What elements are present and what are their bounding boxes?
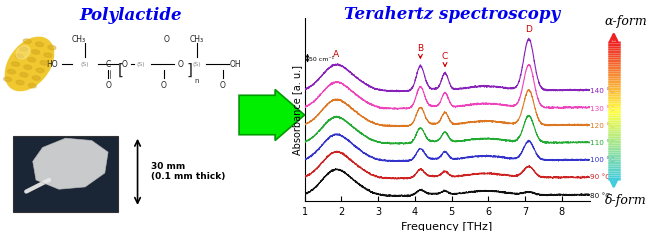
- Text: 90 °C: 90 °C: [590, 173, 610, 179]
- Ellipse shape: [20, 73, 28, 78]
- Text: 50 cm⁻¹: 50 cm⁻¹: [309, 56, 335, 61]
- Text: O: O: [164, 35, 170, 44]
- Text: CH₃: CH₃: [71, 35, 86, 44]
- Y-axis label: Absorbance [a. u.]: Absorbance [a. u.]: [291, 65, 302, 155]
- Text: D: D: [525, 25, 533, 34]
- Text: 80 °C: 80 °C: [590, 192, 610, 198]
- X-axis label: Frequency [THz]: Frequency [THz]: [402, 221, 493, 231]
- Text: A: A: [333, 50, 339, 59]
- Text: 110 °C: 110 °C: [590, 140, 615, 146]
- Ellipse shape: [8, 70, 16, 75]
- Text: Polylactide: Polylactide: [80, 7, 182, 24]
- Text: Terahertz spectroscopy: Terahertz spectroscopy: [344, 6, 560, 23]
- Ellipse shape: [16, 55, 24, 59]
- FancyBboxPatch shape: [13, 136, 118, 213]
- Text: B: B: [417, 44, 423, 52]
- Text: 100 °C: 100 °C: [590, 157, 615, 163]
- Text: O: O: [122, 60, 127, 69]
- Ellipse shape: [4, 78, 12, 82]
- Text: (S): (S): [192, 62, 201, 67]
- Ellipse shape: [36, 69, 44, 73]
- Ellipse shape: [40, 61, 48, 66]
- Ellipse shape: [20, 47, 28, 52]
- Text: (S): (S): [81, 62, 90, 67]
- Ellipse shape: [31, 51, 39, 55]
- Text: O: O: [105, 81, 111, 90]
- Text: 130 °C: 130 °C: [590, 105, 615, 111]
- Text: O: O: [161, 81, 166, 90]
- Ellipse shape: [44, 54, 52, 58]
- Ellipse shape: [32, 76, 40, 81]
- Text: ]: ]: [187, 63, 193, 78]
- Ellipse shape: [16, 46, 30, 60]
- Ellipse shape: [24, 40, 31, 44]
- Ellipse shape: [48, 46, 56, 51]
- Text: C: C: [442, 52, 448, 61]
- Text: O: O: [178, 60, 183, 69]
- Text: CH₃: CH₃: [189, 35, 204, 44]
- Text: n: n: [195, 78, 199, 84]
- Text: 120 °C: 120 °C: [590, 122, 615, 128]
- Text: δ-form: δ-form: [605, 194, 646, 207]
- Text: α-form: α-form: [605, 15, 648, 28]
- Ellipse shape: [12, 63, 20, 67]
- Text: 30 mm
(0.1 mm thick): 30 mm (0.1 mm thick): [151, 161, 225, 181]
- Ellipse shape: [35, 43, 43, 47]
- Ellipse shape: [28, 84, 36, 88]
- Ellipse shape: [5, 38, 54, 91]
- Text: [: [: [118, 63, 124, 78]
- Ellipse shape: [28, 58, 35, 63]
- Text: OH: OH: [230, 60, 242, 69]
- Text: 140 °C: 140 °C: [590, 88, 615, 94]
- Text: C: C: [105, 60, 111, 69]
- Text: O: O: [220, 81, 225, 90]
- Text: (S): (S): [136, 62, 145, 67]
- Polygon shape: [33, 139, 108, 189]
- FancyArrow shape: [239, 90, 305, 141]
- Text: HO: HO: [47, 60, 58, 69]
- Ellipse shape: [24, 66, 32, 70]
- Ellipse shape: [16, 81, 24, 85]
